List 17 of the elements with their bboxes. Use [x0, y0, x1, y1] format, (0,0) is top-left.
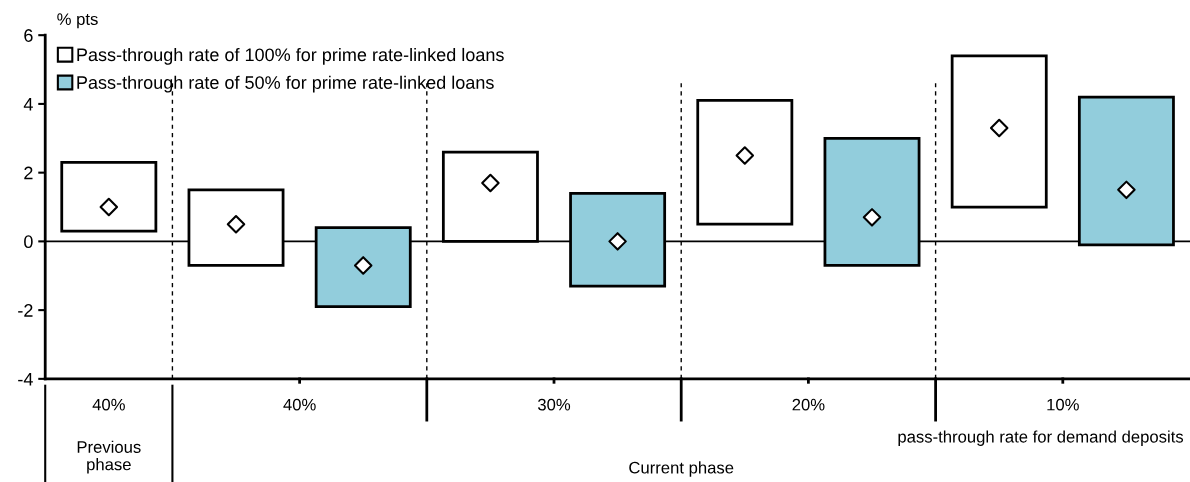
y-tick-label: 6 [24, 29, 33, 42]
x-tick-label: 10% [1047, 398, 1079, 411]
text: Previous phase [77, 440, 141, 474]
x-tick-label: 20% [792, 398, 825, 411]
x-tick-label: 40% [283, 398, 316, 411]
x-tick-label: 30% [537, 398, 571, 411]
legend-label: Pass-through rate of 100% for prime rate-linked loans [77, 47, 504, 65]
y-tick-label: -2 [18, 304, 33, 317]
y-tick-label: -4 [18, 372, 33, 386]
y-tick-label: 2 [24, 166, 33, 180]
x-tick-label: 40% [92, 398, 125, 411]
text: Current phase [629, 461, 734, 477]
y-axis-title: % pts [57, 13, 98, 29]
x-axis-title: pass-through rate for demand deposits [898, 430, 1184, 446]
y-tick-label: 0 [24, 235, 33, 249]
y-tick-label: 4 [23, 98, 33, 111]
legend-label: Pass-through rate of 50% for prime rate-linked loans [77, 75, 494, 93]
